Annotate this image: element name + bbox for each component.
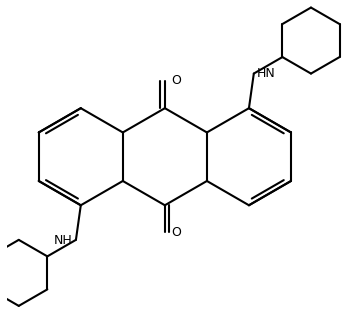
Text: O: O — [171, 74, 181, 87]
Text: HN: HN — [257, 67, 276, 80]
Text: NH: NH — [54, 234, 73, 247]
Text: O: O — [171, 226, 181, 239]
